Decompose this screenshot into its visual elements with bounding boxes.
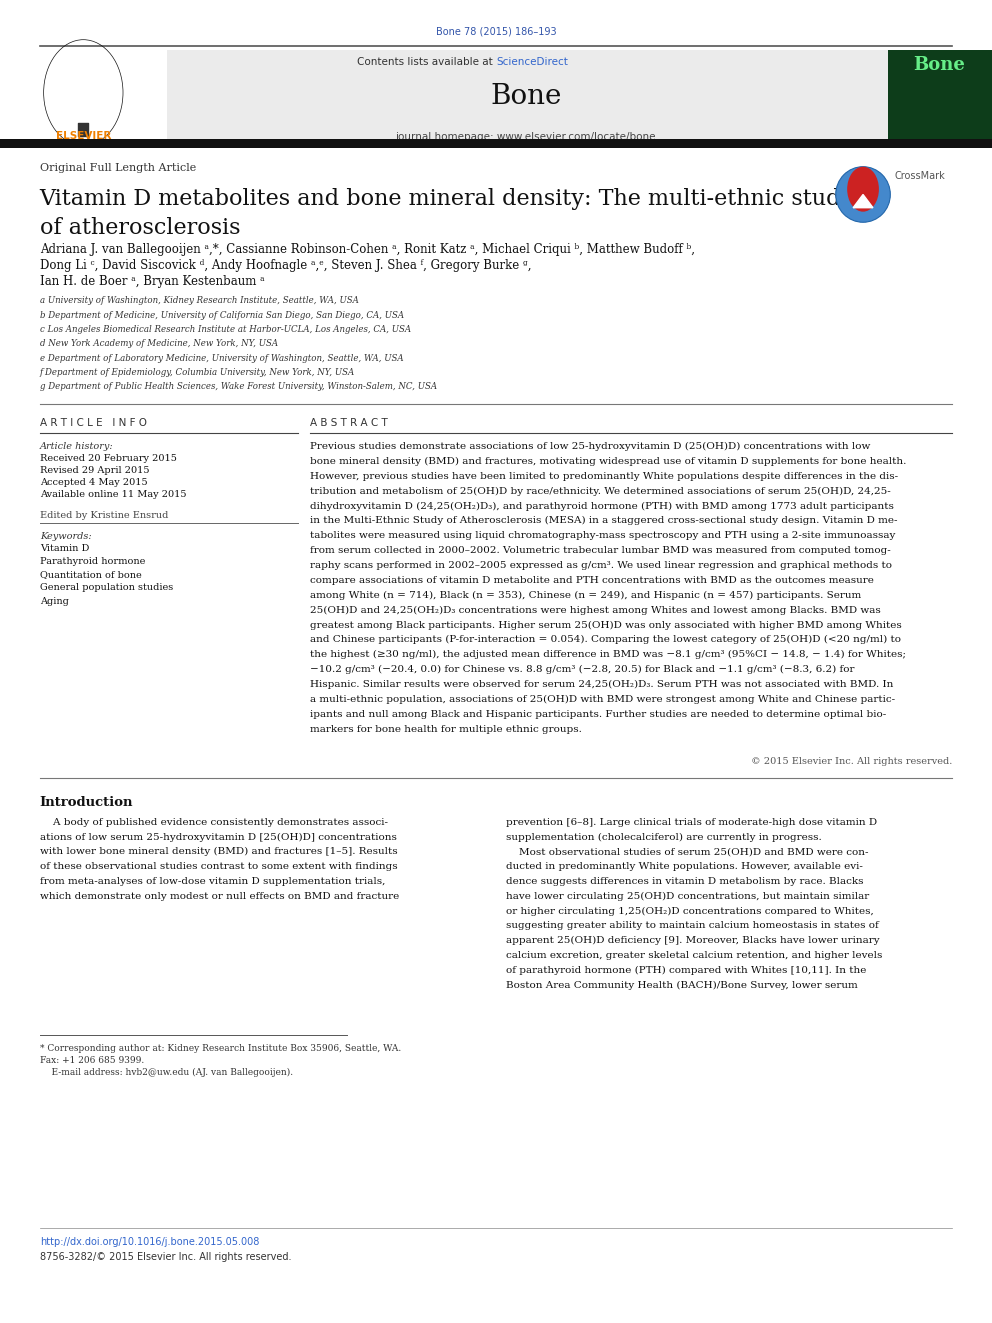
Text: 8756-3282/© 2015 Elsevier Inc. All rights reserved.: 8756-3282/© 2015 Elsevier Inc. All right…: [40, 1252, 292, 1262]
Text: Edited by Kristine Ensrud: Edited by Kristine Ensrud: [40, 511, 168, 520]
Text: ations of low serum 25-hydroxyvitamin D [25(OH)D] concentrations: ations of low serum 25-hydroxyvitamin D …: [40, 832, 397, 841]
Text: © 2015 Elsevier Inc. All rights reserved.: © 2015 Elsevier Inc. All rights reserved…: [751, 757, 952, 766]
Text: Fax: +1 206 685 9399.: Fax: +1 206 685 9399.: [40, 1056, 144, 1065]
Text: among White (n = 714), Black (n = 353), Chinese (n = 249), and Hispanic (n = 457: among White (n = 714), Black (n = 353), …: [310, 590, 861, 599]
Text: supplementation (cholecalciferol) are currently in progress.: supplementation (cholecalciferol) are cu…: [506, 832, 821, 841]
Text: a University of Washington, Kidney Research Institute, Seattle, WA, USA: a University of Washington, Kidney Resea…: [40, 296, 358, 306]
Text: Ian H. de Boer ᵃ, Bryan Kestenbaum ᵃ: Ian H. de Boer ᵃ, Bryan Kestenbaum ᵃ: [40, 275, 264, 288]
Text: 25(OH)D and 24,25(OH₂)D₃ concentrations were highest among Whites and lowest amo: 25(OH)D and 24,25(OH₂)D₃ concentrations …: [310, 606, 880, 615]
Text: Quantitation of bone: Quantitation of bone: [40, 570, 142, 579]
Text: CrossMark: CrossMark: [895, 171, 945, 181]
Text: the highest (≥30 ng/ml), the adjusted mean difference in BMD was −8.1 g/cm³ (95%: the highest (≥30 ng/ml), the adjusted me…: [310, 650, 906, 659]
Text: Vitamin D metabolites and bone mineral density: The multi-ethnic study: Vitamin D metabolites and bone mineral d…: [40, 188, 854, 210]
Bar: [0, 139, 992, 148]
Text: journal homepage: www.elsevier.com/locate/bone: journal homepage: www.elsevier.com/locat…: [396, 132, 656, 143]
Text: Previous studies demonstrate associations of low 25-hydroxyvitamin D (25(OH)D) c: Previous studies demonstrate association…: [310, 442, 870, 451]
Text: of atherosclerosis: of atherosclerosis: [40, 217, 240, 239]
Polygon shape: [853, 194, 873, 208]
Text: with lower bone mineral density (BMD) and fractures [1–5]. Results: with lower bone mineral density (BMD) an…: [40, 847, 398, 856]
Text: Keywords:: Keywords:: [40, 532, 91, 541]
Text: Adriana J. van Ballegooijen ᵃ,*, Cassianne Robinson-Cohen ᵃ, Ronit Katz ᵃ, Micha: Adriana J. van Ballegooijen ᵃ,*, Cassian…: [40, 243, 694, 257]
Text: A body of published evidence consistently demonstrates associ-: A body of published evidence consistentl…: [40, 818, 388, 827]
Text: d New York Academy of Medicine, New York, NY, USA: d New York Academy of Medicine, New York…: [40, 339, 278, 348]
Text: in the Multi-Ethnic Study of Atherosclerosis (MESA) in a staggered cross-section: in the Multi-Ethnic Study of Atheroscler…: [310, 516, 897, 525]
Text: greatest among Black participants. Higher serum 25(OH)D was only associated with: greatest among Black participants. Highe…: [310, 620, 902, 630]
Text: raphy scans performed in 2002–2005 expressed as g/cm³. We used linear regression: raphy scans performed in 2002–2005 expre…: [310, 561, 892, 570]
Text: Introduction: Introduction: [40, 796, 133, 810]
Text: from serum collected in 2000–2002. Volumetric trabecular lumbar BMD was measured: from serum collected in 2000–2002. Volum…: [310, 546, 890, 556]
Text: Aging: Aging: [40, 597, 68, 606]
Text: Contents lists available at: Contents lists available at: [357, 57, 496, 67]
Text: Dong Li ᶜ, David Siscovick ᵈ, Andy Hoofnagle ᵃ,ᵉ, Steven J. Shea ᶠ, Gregory Burk: Dong Li ᶜ, David Siscovick ᵈ, Andy Hoofn…: [40, 259, 531, 273]
Text: Parathyroid hormone: Parathyroid hormone: [40, 557, 145, 566]
Text: ipants and null among Black and Hispanic participants. Further studies are neede: ipants and null among Black and Hispanic…: [310, 709, 886, 718]
FancyBboxPatch shape: [0, 50, 167, 139]
Text: http://dx.doi.org/10.1016/j.bone.2015.05.008: http://dx.doi.org/10.1016/j.bone.2015.05…: [40, 1237, 259, 1248]
Text: Original Full Length Article: Original Full Length Article: [40, 163, 196, 173]
Text: Bone: Bone: [490, 83, 561, 110]
Text: General population studies: General population studies: [40, 583, 173, 593]
Text: apparent 25(OH)D deficiency [9]. Moreover, Blacks have lower urinary: apparent 25(OH)D deficiency [9]. Moreove…: [506, 937, 880, 945]
Text: of parathyroid hormone (PTH) compared with Whites [10,11]. In the: of parathyroid hormone (PTH) compared wi…: [506, 966, 866, 975]
Text: dihydroxyvitamin D (24,25(OH₂)D₃), and parathyroid hormone (PTH) with BMD among : dihydroxyvitamin D (24,25(OH₂)D₃), and p…: [310, 501, 894, 511]
Text: −10.2 g/cm³ (−20.4, 0.0) for Chinese vs. 8.8 g/cm³ (−2.8, 20.5) for Black and −1: −10.2 g/cm³ (−20.4, 0.0) for Chinese vs.…: [310, 665, 854, 675]
Ellipse shape: [835, 167, 891, 222]
Text: Revised 29 April 2015: Revised 29 April 2015: [40, 466, 149, 475]
Text: e Department of Laboratory Medicine, University of Washington, Seattle, WA, USA: e Department of Laboratory Medicine, Uni…: [40, 353, 404, 363]
FancyBboxPatch shape: [888, 50, 992, 139]
FancyBboxPatch shape: [167, 50, 888, 139]
Text: Vitamin D: Vitamin D: [40, 544, 89, 553]
Text: Received 20 February 2015: Received 20 February 2015: [40, 454, 177, 463]
Text: a multi-ethnic population, associations of 25(OH)D with BMD were strongest among: a multi-ethnic population, associations …: [310, 695, 895, 704]
Text: * Corresponding author at: Kidney Research Institute Box 35906, Seattle, WA.: * Corresponding author at: Kidney Resear…: [40, 1044, 401, 1053]
Text: E-mail address: hvb2@uw.edu (AJ. van Ballegooijen).: E-mail address: hvb2@uw.edu (AJ. van Bal…: [40, 1068, 293, 1077]
Text: which demonstrate only modest or null effects on BMD and fracture: which demonstrate only modest or null ef…: [40, 892, 399, 901]
Text: A B S T R A C T: A B S T R A C T: [310, 418, 387, 429]
Text: ducted in predominantly White populations. However, available evi-: ducted in predominantly White population…: [506, 863, 863, 871]
Text: suggesting greater ability to maintain calcium homeostasis in states of: suggesting greater ability to maintain c…: [506, 921, 879, 930]
Text: bone mineral density (BMD) and fractures, motivating widespread use of vitamin D: bone mineral density (BMD) and fractures…: [310, 456, 906, 466]
Text: Accepted 4 May 2015: Accepted 4 May 2015: [40, 478, 147, 487]
Text: and Chinese participants (P-for-interaction = 0.054). Comparing the lowest categ: and Chinese participants (P-for-interact…: [310, 635, 901, 644]
Text: tribution and metabolism of 25(OH)D by race/ethnicity. We determined association: tribution and metabolism of 25(OH)D by r…: [310, 487, 890, 496]
Text: dence suggests differences in vitamin D metabolism by race. Blacks: dence suggests differences in vitamin D …: [506, 877, 863, 886]
Text: tabolites were measured using liquid chromatography-mass spectroscopy and PTH us: tabolites were measured using liquid chr…: [310, 531, 895, 540]
Text: However, previous studies have been limited to predominantly White populations d: However, previous studies have been limi…: [310, 471, 898, 480]
Text: or higher circulating 1,25(OH₂)D concentrations compared to Whites,: or higher circulating 1,25(OH₂)D concent…: [506, 906, 874, 916]
Text: Article history:: Article history:: [40, 442, 113, 451]
Text: A R T I C L E   I N F O: A R T I C L E I N F O: [40, 418, 147, 429]
Text: have lower circulating 25(OH)D concentrations, but maintain similar: have lower circulating 25(OH)D concentra…: [506, 892, 869, 901]
Text: from meta-analyses of low-dose vitamin D supplementation trials,: from meta-analyses of low-dose vitamin D…: [40, 877, 385, 886]
Text: c Los Angeles Biomedical Research Institute at Harbor-UCLA, Los Angeles, CA, USA: c Los Angeles Biomedical Research Instit…: [40, 325, 411, 333]
Text: Most observational studies of serum 25(OH)D and BMD were con-: Most observational studies of serum 25(O…: [506, 847, 868, 856]
Text: Hispanic. Similar results were observed for serum 24,25(OH₂)D₃. Serum PTH was no: Hispanic. Similar results were observed …: [310, 680, 893, 689]
Text: g Department of Public Health Sciences, Wake Forest University, Winston-Salem, N: g Department of Public Health Sciences, …: [40, 382, 436, 392]
Text: of these observational studies contrast to some extent with findings: of these observational studies contrast …: [40, 863, 398, 871]
Text: calcium excretion, greater skeletal calcium retention, and higher levels: calcium excretion, greater skeletal calc…: [506, 951, 882, 960]
Text: Bone 78 (2015) 186–193: Bone 78 (2015) 186–193: [435, 26, 557, 37]
Text: Boston Area Community Health (BACH)/Bone Survey, lower serum: Boston Area Community Health (BACH)/Bone…: [506, 980, 858, 990]
Text: ELSEVIER: ELSEVIER: [56, 131, 111, 142]
Text: b Department of Medicine, University of California San Diego, San Diego, CA, USA: b Department of Medicine, University of …: [40, 311, 404, 320]
Text: ScienceDirect: ScienceDirect: [496, 57, 567, 67]
Text: Available online 11 May 2015: Available online 11 May 2015: [40, 490, 186, 499]
Text: f Department of Epidemiology, Columbia University, New York, NY, USA: f Department of Epidemiology, Columbia U…: [40, 368, 355, 377]
Text: markers for bone health for multiple ethnic groups.: markers for bone health for multiple eth…: [310, 725, 581, 734]
Ellipse shape: [847, 167, 879, 212]
Text: prevention [6–8]. Large clinical trials of moderate-high dose vitamin D: prevention [6–8]. Large clinical trials …: [506, 818, 877, 827]
Text: compare associations of vitamin D metabolite and PTH concentrations with BMD as : compare associations of vitamin D metabo…: [310, 576, 873, 585]
Text: Bone: Bone: [914, 56, 965, 74]
